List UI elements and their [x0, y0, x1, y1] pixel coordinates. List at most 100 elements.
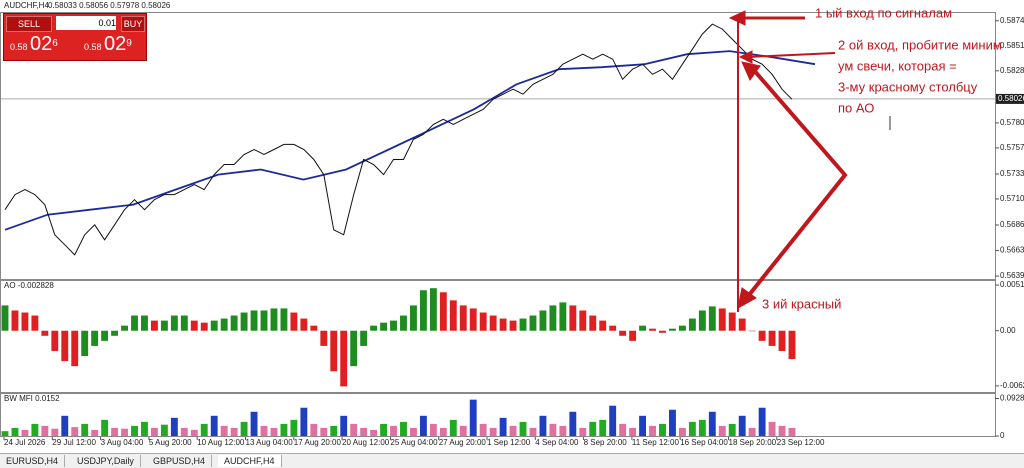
lot-input[interactable]: 0.01 [56, 16, 116, 30]
x-tick-label: 11 Sep 12:00 [632, 438, 680, 447]
x-tick-label: 23 Sep 12:00 [777, 438, 825, 447]
bar [400, 315, 407, 331]
ma-line [4, 50, 816, 231]
bar [21, 429, 29, 436]
bar [469, 308, 477, 331]
bar [370, 325, 378, 331]
bar [31, 315, 39, 331]
bar [250, 310, 258, 331]
bar [619, 330, 627, 336]
bar [51, 428, 59, 436]
buy-button[interactable]: BUY [121, 16, 145, 32]
annotation: 3-му красному столбцу [838, 79, 978, 94]
bar [778, 425, 786, 436]
sell-button[interactable]: SELL [6, 16, 52, 32]
chart-window: AUDCHF,H4 0.58033 0.58056 0.57978 0.5802… [0, 0, 1024, 453]
bar [380, 322, 388, 331]
annotation: ум свечи, которая = [838, 58, 957, 73]
y-tick-label: 0.57805 [1000, 118, 1024, 127]
close-line [4, 23, 793, 256]
bar [419, 290, 427, 331]
bar [340, 415, 348, 436]
bar [280, 423, 288, 436]
bar [688, 421, 696, 436]
bar [419, 415, 427, 436]
bar [390, 425, 397, 436]
bar [539, 415, 547, 436]
y-tick-label: -0.0062 [1000, 381, 1024, 390]
x-tick-label: 17 Aug 20:00 [294, 438, 342, 447]
bar [111, 330, 119, 336]
x-tick-label: 27 Aug 20:00 [439, 438, 487, 447]
bar [519, 318, 527, 331]
bar [170, 417, 178, 436]
bar [1, 431, 9, 436]
chart-tab[interactable]: EURUSD,H4 [0, 455, 66, 467]
bar [61, 415, 69, 436]
sell-price[interactable]: 0.58 026 [10, 33, 78, 59]
y-tick-label: 0.57105 [1000, 194, 1024, 203]
bar [469, 399, 477, 436]
bar [619, 423, 627, 436]
bar [41, 330, 49, 336]
chart-tab[interactable]: AUDCHF,H4 [218, 455, 282, 467]
bar [579, 427, 587, 436]
mfi-title: BW MFI 0.0152 [4, 394, 60, 403]
background [0, 0, 1024, 453]
bar [708, 411, 716, 436]
symbol: AUDCHF,H4 [4, 1, 49, 10]
y-tick-label: 0.00514 [1000, 280, 1024, 289]
bar [708, 306, 716, 331]
bar [290, 419, 298, 436]
bar [559, 425, 567, 436]
chart-tab[interactable]: GBPUSD,H4 [147, 455, 213, 467]
bar [718, 425, 726, 436]
bar [589, 315, 597, 331]
y-tick-label: 0.58285 [1000, 66, 1024, 75]
bar [569, 411, 577, 436]
bar [290, 312, 298, 331]
y-tick-label: 0 [1000, 431, 1005, 440]
bar [629, 330, 637, 341]
y-tick-label: 0.0928 [1000, 394, 1024, 403]
bar [141, 315, 148, 331]
x-tick-label: 29 Jul 12:00 [52, 438, 96, 447]
current-price-box [996, 93, 1024, 104]
y-tick-label: 0.00 [1000, 326, 1016, 335]
price-prefix: 0.58 [10, 42, 28, 52]
x-tick-label: 10 Aug 12:00 [197, 438, 245, 447]
bar [260, 310, 268, 331]
bar [748, 427, 756, 436]
bar [649, 328, 656, 331]
bar [489, 315, 497, 331]
bar [280, 308, 288, 331]
bar [569, 305, 577, 331]
bar [61, 330, 69, 362]
price-big: 02 [104, 33, 127, 55]
y-tick-label: 0.58515 [1000, 41, 1024, 50]
bar [529, 315, 537, 331]
bar [758, 330, 766, 341]
bar [589, 421, 597, 436]
bar [758, 407, 766, 436]
bar [210, 415, 218, 436]
bar [639, 325, 647, 331]
annotation: 2 ой вход, пробитие миним [838, 37, 1002, 52]
bar [748, 330, 756, 332]
chart-tab[interactable]: USDJPY,Daily [71, 455, 141, 467]
x-tick-label: 1 Sep 12:00 [487, 438, 531, 447]
bar [160, 320, 168, 331]
bar [170, 315, 178, 331]
x-tick-label: 25 Aug 04:00 [390, 438, 438, 447]
x-tick-label: 8 Sep 20:00 [584, 438, 628, 447]
x-tick-label: 4 Sep 04:00 [535, 438, 579, 447]
buy-price[interactable]: 0.58 029 [84, 33, 152, 59]
y-tick-label: 0.56395 [1000, 271, 1024, 280]
bar [669, 328, 676, 331]
bar [270, 308, 278, 331]
bar [160, 424, 168, 436]
tab-bar: EURUSD,H4 USDJPY,Daily GBPUSD,H4 AUDCHF,H4 [0, 453, 1024, 468]
x-tick-label: 18 Sep 20:00 [729, 438, 777, 447]
bar [549, 423, 557, 436]
